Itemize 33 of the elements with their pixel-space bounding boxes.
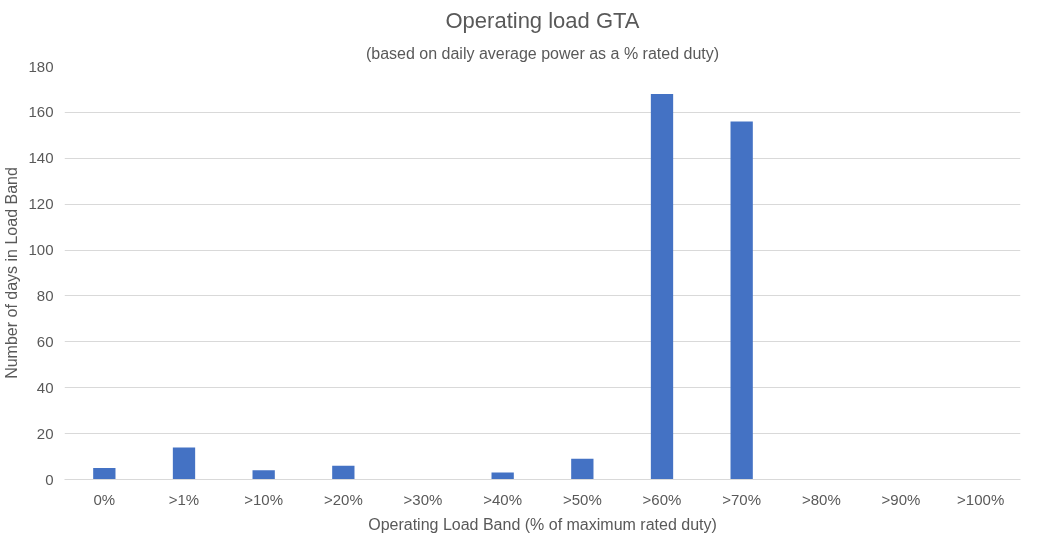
y-tick-label: 180 xyxy=(28,57,54,75)
x-tick-label: >90% xyxy=(881,490,921,508)
x-tick-label: >50% xyxy=(562,490,602,508)
bar xyxy=(730,121,753,480)
bar xyxy=(172,447,196,480)
y-tick-label: 140 xyxy=(28,149,54,167)
x-tick-label: >10% xyxy=(244,490,284,508)
chart-subtitle: (based on daily average power as a % rated duty) xyxy=(365,44,720,62)
bar xyxy=(650,94,674,480)
y-tick-label: 80 xyxy=(36,286,54,304)
x-tick-label: >40% xyxy=(483,490,523,508)
x-tick-label: >30% xyxy=(403,490,443,508)
y-tick-label: 100 xyxy=(28,241,54,259)
chart-title: Operating load GTA xyxy=(445,7,640,33)
bar xyxy=(252,470,275,480)
y-tick-label: 40 xyxy=(36,378,54,396)
x-tick-label: >60% xyxy=(642,490,682,508)
x-tick-label: 0% xyxy=(93,490,116,508)
y-tick-label: 60 xyxy=(36,332,54,350)
x-tick-label: >70% xyxy=(722,490,762,508)
x-tick-label: >100% xyxy=(957,490,1005,508)
x-tick-label: >1% xyxy=(168,490,200,508)
y-axis-title: Number of days in Load Band xyxy=(3,167,21,379)
y-tick-label: 160 xyxy=(28,103,54,121)
y-tick-label: 20 xyxy=(36,424,54,442)
y-tick-label: 120 xyxy=(28,195,54,213)
bar xyxy=(571,458,594,480)
y-tick-label: 0 xyxy=(45,470,54,488)
x-axis-title: Operating Load Band (% of maximum rated duty) xyxy=(368,515,717,533)
x-tick-label: >80% xyxy=(801,490,841,508)
bar xyxy=(332,465,355,480)
x-tick-label: >20% xyxy=(323,490,363,508)
bar xyxy=(93,468,116,480)
